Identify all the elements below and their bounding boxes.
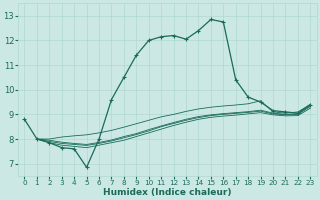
X-axis label: Humidex (Indice chaleur): Humidex (Indice chaleur) [103, 188, 232, 197]
